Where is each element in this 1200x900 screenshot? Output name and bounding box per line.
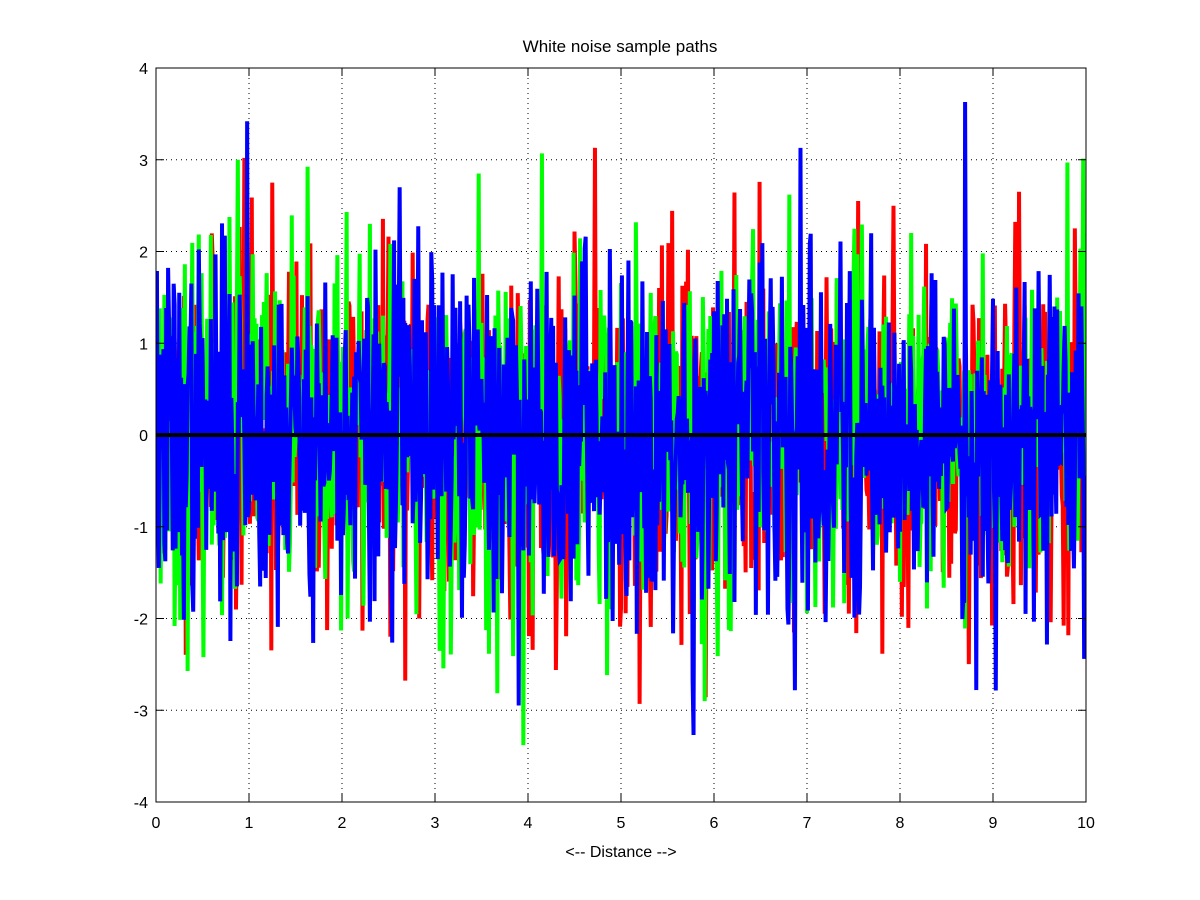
- x-tick-label: 8: [896, 815, 905, 832]
- x-tick-label: 1: [245, 815, 254, 832]
- series-line: [156, 101, 1086, 736]
- y-tick-label: 0: [139, 428, 148, 445]
- y-tick-label: 2: [139, 245, 148, 262]
- x-tick-label: 5: [617, 815, 626, 832]
- x-tick-label: 10: [1077, 815, 1095, 832]
- y-tick-label: -1: [134, 520, 148, 537]
- x-tick-label: 4: [524, 815, 533, 832]
- x-axis-label: <-- Distance -->: [565, 844, 676, 861]
- y-tick-label: -3: [134, 703, 148, 720]
- y-tick-label: 1: [139, 336, 148, 353]
- y-tick-label: 3: [139, 153, 148, 170]
- x-tick-label: 7: [803, 815, 812, 832]
- x-tick-label: 6: [710, 815, 719, 832]
- x-tick-label: 0: [152, 815, 161, 832]
- y-tick-label: -4: [134, 795, 148, 812]
- axis-ticks: 0 1 2 3 4 5 6 7 8 9 10 -4 -3 -2 -1 0 1 2 3 4: [134, 61, 1095, 832]
- y-tick-label: 4: [139, 61, 148, 78]
- x-tick-label: 9: [989, 815, 998, 832]
- series-group: [156, 101, 1086, 746]
- x-tick-label: 3: [431, 815, 440, 832]
- y-tick-label: -2: [134, 612, 148, 629]
- x-tick-label: 2: [338, 815, 347, 832]
- chart-title: White noise sample paths: [523, 37, 718, 56]
